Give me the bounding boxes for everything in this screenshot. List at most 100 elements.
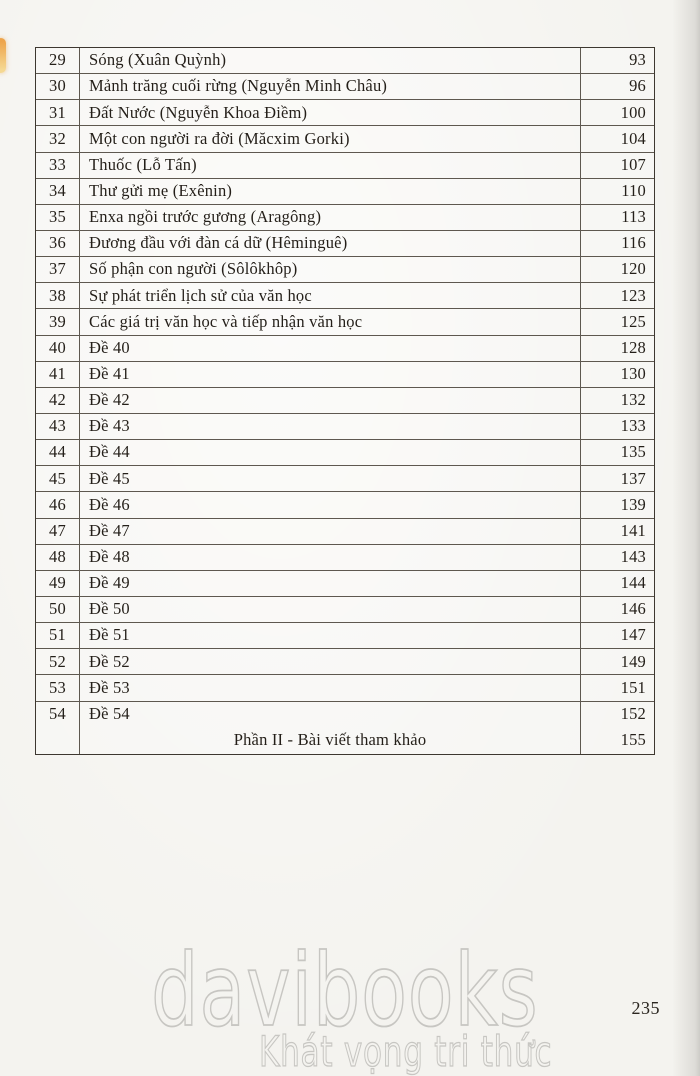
row-page-cell: 147 [580, 623, 654, 649]
row-page-cell: 149 [580, 649, 654, 675]
row-page-cell: 125 [580, 309, 654, 335]
table-row: 47 Đề 47 141 [36, 518, 654, 545]
row-title-cell: Sự phát triển lịch sử của văn học [89, 285, 312, 305]
table-row: 43 Đề 43 133 [36, 413, 654, 441]
table-row: 48 Đề 48 143 [36, 544, 654, 571]
row-number-cell: 48 [36, 544, 80, 570]
row-number-cell: 39 [36, 309, 80, 335]
row-title-cell: Đề 46 [89, 494, 130, 514]
table-row: 29 Sóng (Xuân Quỳnh) 93 [36, 48, 654, 75]
row-page-cell: 130 [580, 361, 654, 387]
table-row: 42 Đề 42 132 [36, 387, 654, 414]
row-number-cell: 47 [36, 518, 80, 544]
row-page-cell: 151 [580, 675, 654, 701]
table-row: 36 Đương đầu với đàn cá dữ (Hêminguê) 116 [36, 230, 654, 258]
row-page-cell: 100 [580, 100, 654, 126]
row-title-cell: Đề 52 [89, 651, 130, 671]
row-number-cell: 32 [36, 126, 80, 152]
row-title-cell: Đề 40 [89, 337, 130, 357]
table-row: 38 Sự phát triển lịch sử của văn học 123 [36, 283, 654, 310]
row-title-cell: Đề 43 [89, 416, 130, 436]
row-title-cell: Một con người ra đời (Măcxim Gorki) [89, 128, 350, 148]
row-number-cell: 38 [36, 283, 80, 309]
row-page-cell: 113 [580, 204, 654, 230]
row-page-cell: 132 [580, 387, 654, 413]
table-row: 32 Một con người ra đời (Măcxim Gorki) 104 [36, 126, 654, 153]
row-number-cell: 54 [36, 701, 80, 728]
row-page-cell: 135 [580, 440, 654, 466]
row-number-cell: 53 [36, 675, 80, 701]
table-row: 54 Đề 54 152 [36, 701, 654, 728]
row-number-cell: 35 [36, 204, 80, 230]
table-row: 49 Đề 49 144 [36, 570, 654, 597]
row-title-cell: Thư gửi mẹ (Exênin) [89, 181, 233, 201]
row-title-cell: Số phận con người (Sôlôkhôp) [89, 259, 298, 279]
row-title-cell: Phần II - Bài viết tham khảo [233, 730, 427, 750]
table-row: 33 Thuốc (Lỗ Tấn) 107 [36, 152, 654, 179]
table-row: 34 Thư gửi mẹ (Exênin) 110 [36, 178, 654, 205]
row-page-cell: 123 [580, 283, 654, 309]
row-title-cell: Đề 53 [89, 677, 130, 697]
table-row: 37 Số phận con người (Sôlôkhôp) 120 [36, 257, 654, 284]
row-number-cell: 37 [36, 257, 80, 283]
row-number-cell: 49 [36, 570, 80, 596]
table-row: 31 Đất Nước (Nguyễn Khoa Điềm) 100 [36, 100, 654, 127]
row-title-cell: Đương đầu với đàn cá dữ (Hêminguê) [89, 233, 348, 253]
table-row: 52 Đề 52 149 [36, 649, 654, 676]
table-row: 45 Đề 45 137 [36, 466, 654, 493]
row-page-cell: 116 [580, 230, 654, 257]
toc-table: 29 Sóng (Xuân Quỳnh) 93 30 Mảnh trăng cuối r… [35, 47, 655, 755]
row-title-cell: Đề 50 [89, 599, 130, 619]
row-title-cell: Đề 47 [89, 520, 130, 540]
row-title-cell: Sóng (Xuân Quỳnh) [89, 50, 227, 70]
table-row: 51 Đề 51 147 [36, 623, 654, 650]
table-row: 53 Đề 53 151 [36, 675, 654, 702]
row-title-cell: Enxa ngồi trước gương (Aragông) [89, 207, 322, 227]
row-number-cell: 30 [36, 74, 80, 100]
watermark-brand: davibooks [150, 932, 539, 1049]
row-number-cell: 42 [36, 387, 80, 413]
row-page-cell: 110 [580, 178, 654, 204]
row-title-cell: Đề 48 [89, 546, 130, 566]
row-title-cell: Đề 44 [89, 442, 130, 462]
row-page-cell: 143 [580, 544, 654, 570]
row-page-cell: 141 [580, 518, 654, 544]
table-row: 35 Enxa ngồi trước gương (Aragông) 113 [36, 204, 654, 231]
table-row: 39 Các giá trị văn học và tiếp nhận văn h… [36, 309, 654, 336]
row-number-cell: 45 [36, 466, 80, 492]
table-row: 30 Mảnh trăng cuối rừng (Nguyễn Minh Châu… [36, 74, 654, 101]
row-number-cell: 44 [36, 440, 80, 466]
row-page-cell: 137 [580, 466, 654, 492]
row-number-cell: 36 [36, 230, 80, 257]
row-number-cell: 43 [36, 413, 80, 440]
table-section-row: Phần II - Bài viết tham khảo 155 [36, 727, 654, 754]
table-row: 46 Đề 46 139 [36, 492, 654, 519]
row-title-cell: Thuốc (Lỗ Tấn) [89, 154, 197, 174]
row-page-cell: 93 [580, 48, 654, 74]
row-page-cell: 144 [580, 570, 654, 596]
row-title-cell: Đề 51 [89, 625, 130, 645]
row-page-cell: 96 [580, 74, 654, 100]
row-page-cell: 133 [580, 413, 654, 440]
row-number-cell: 34 [36, 178, 80, 204]
row-page-cell: 155 [580, 727, 654, 754]
row-page-cell: 120 [580, 257, 654, 283]
watermark-slogan: Khát vọng tri thức [259, 1027, 553, 1076]
row-page-cell: 139 [580, 492, 654, 518]
table-row: 40 Đề 40 128 [36, 335, 654, 362]
row-title-cell: Đề 41 [89, 364, 130, 383]
row-number-cell: 50 [36, 596, 80, 623]
row-page-cell: 104 [580, 126, 654, 152]
row-number-cell: 31 [36, 100, 80, 126]
row-title-cell: Các giá trị văn học và tiếp nhận văn học [89, 311, 363, 331]
row-title-cell: Đề 54 [89, 704, 130, 724]
row-title-cell: Mảnh trăng cuối rừng (Nguyễn Minh Châu) [89, 76, 388, 96]
toc-table-body: 29 Sóng (Xuân Quỳnh) 93 30 Mảnh trăng cuối r… [36, 48, 654, 728]
row-title-cell: Đất Nước (Nguyễn Khoa Điềm) [89, 102, 308, 122]
row-number-cell: 33 [36, 152, 80, 178]
table-row: 50 Đề 50 146 [36, 596, 654, 624]
row-title-cell: Đề 42 [89, 390, 130, 410]
row-title-cell: Đề 45 [89, 468, 130, 488]
row-number-cell: 46 [36, 492, 80, 518]
